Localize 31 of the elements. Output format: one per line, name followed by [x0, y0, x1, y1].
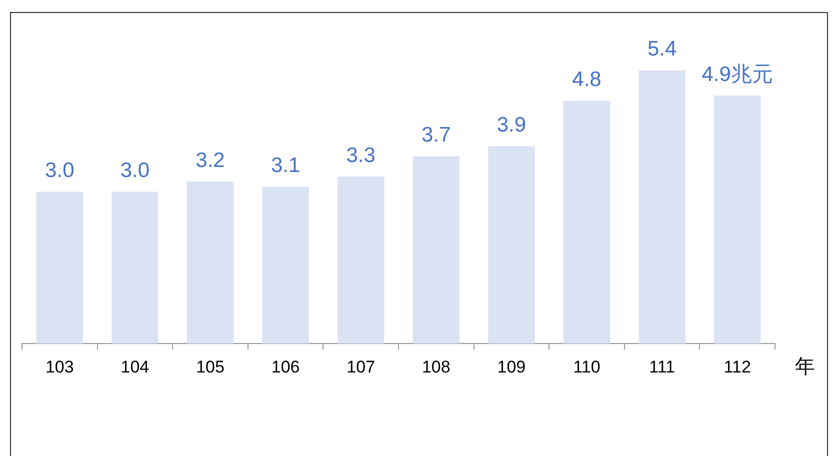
- x-tick-label: 111: [649, 357, 675, 376]
- x-tick-label: 104: [120, 357, 150, 376]
- bar: [36, 192, 83, 344]
- data-label: 4.9兆元: [702, 62, 773, 86]
- bar: [714, 96, 761, 344]
- bar: [488, 146, 535, 344]
- bar: [338, 176, 384, 344]
- x-tick-label: 110: [573, 357, 600, 376]
- bar: [262, 186, 309, 344]
- data-label: 3.9: [496, 114, 526, 137]
- data-label: 5.4: [647, 38, 677, 61]
- x-tick-label: 107: [346, 357, 376, 376]
- data-label: 3.0: [120, 159, 150, 182]
- bar: [563, 100, 610, 344]
- x-tick-label: 108: [422, 357, 450, 376]
- x-axis-title: 年: [795, 356, 815, 378]
- data-label: 4.8: [572, 68, 602, 92]
- x-tick-label: 106: [271, 357, 300, 376]
- data-label: 3.2: [196, 148, 225, 172]
- data-label: 3.0: [45, 159, 74, 182]
- x-tick-label: 112: [724, 357, 751, 376]
- bar: [112, 192, 158, 344]
- data-label: 3.1: [270, 154, 300, 178]
- x-tick-label: 103: [45, 357, 74, 376]
- bar: [412, 156, 460, 344]
- bar: [638, 70, 686, 344]
- x-tick-label: 105: [196, 357, 224, 376]
- data-label: 3.3: [346, 144, 376, 167]
- data-label: 3.7: [422, 124, 451, 147]
- x-tick-label: 109: [497, 357, 526, 376]
- bar: [186, 182, 234, 344]
